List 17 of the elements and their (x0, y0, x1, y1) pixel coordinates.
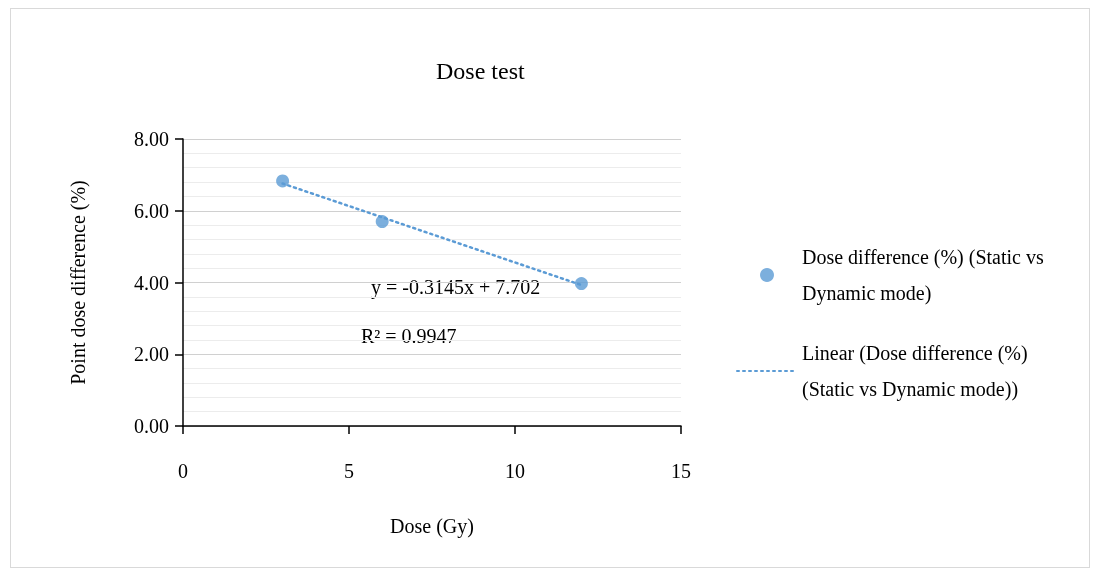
y-tick-label: 2.00 (134, 343, 169, 366)
point (375, 215, 389, 229)
x-tick-label: 5 (344, 460, 354, 482)
y-tick-label: 8.00 (134, 128, 169, 150)
y-tick-label: 6.00 (134, 199, 169, 222)
y-tick-label: 4.00 (134, 271, 169, 294)
x-tick-label: 10 (505, 460, 525, 482)
point (276, 174, 290, 188)
legend-label: Dose difference (%) (Static vs Dynamic mode) (802, 246, 1049, 305)
y-axis-title: Point dose difference (%) (67, 180, 90, 385)
point (574, 277, 588, 291)
y-tick-label: 0.00 (134, 415, 169, 437)
legend-label: Linear (Dose difference (%) (Static vs Dynamic mode)) (802, 342, 1033, 401)
chart-title: Dose test (436, 58, 525, 84)
x-tick-label: 15 (671, 460, 691, 482)
x-axis-title: Dose (Gy) (390, 515, 474, 538)
x-tick-label: 0 (178, 460, 188, 482)
